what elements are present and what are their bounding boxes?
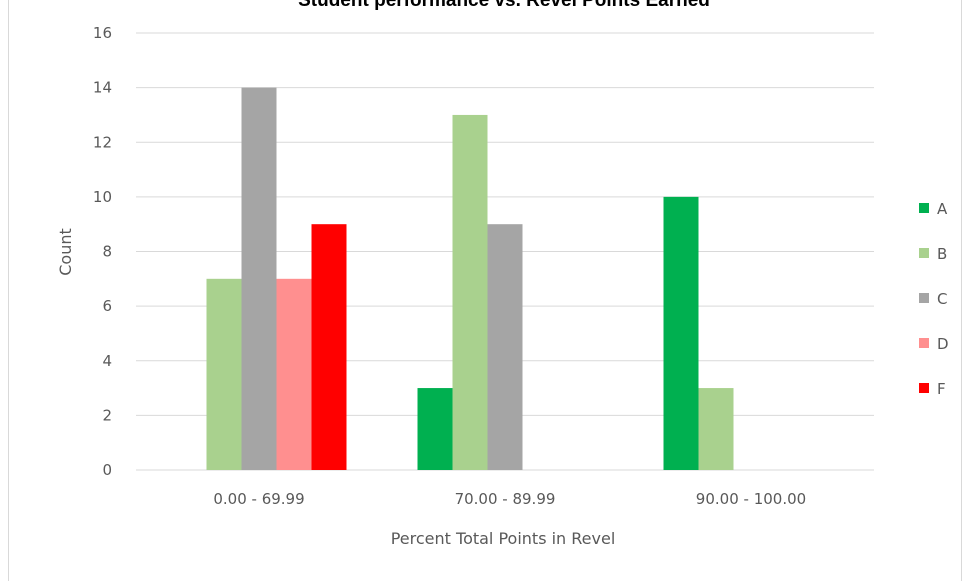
bar-b-1: [452, 114, 488, 470]
bar-d-0: [276, 278, 312, 470]
legend-swatch-a: [919, 203, 929, 213]
y-axis-title: Count: [56, 228, 75, 276]
y-tick-label: 12: [93, 133, 112, 151]
bar-a-1: [417, 388, 453, 470]
y-tick-label: 6: [102, 297, 112, 315]
legend-label-d: D: [937, 335, 949, 353]
y-tick-label: 8: [102, 243, 112, 261]
bar-c-0: [241, 87, 277, 470]
x-tick-label: 0.00 - 69.99: [213, 490, 304, 508]
bar-b-0: [206, 278, 242, 470]
legend-label-a: A: [937, 200, 948, 218]
x-tick-label: 70.00 - 89.99: [455, 490, 556, 508]
y-tick-label: 4: [102, 352, 112, 370]
legend: A B C D F: [919, 200, 949, 398]
bars: [206, 87, 734, 470]
y-axis-ticks: 0 2 4 6 8 10 12 14 16: [93, 24, 112, 479]
y-tick-label: 0: [102, 461, 112, 479]
legend-label-f: F: [937, 380, 946, 398]
legend-label-b: B: [937, 245, 947, 263]
y-tick-label: 16: [93, 24, 112, 42]
legend-swatch-c: [919, 293, 929, 303]
legend-swatch-f: [919, 383, 929, 393]
chart-frame: [8, 0, 962, 581]
y-tick-label: 2: [102, 406, 112, 424]
legend-swatch-d: [919, 338, 929, 348]
x-axis-ticks: 0.00 - 69.99 70.00 - 89.99 90.00 - 100.00: [213, 490, 806, 508]
bar-c-1: [487, 224, 523, 470]
y-tick-label: 14: [93, 79, 112, 97]
x-axis-title: Percent Total Points in Revel: [391, 529, 616, 548]
legend-swatch-b: [919, 248, 929, 258]
chart-title: Student performance vs. Revel Points Ear…: [298, 0, 710, 11]
bar-a-2: [663, 196, 699, 470]
legend-label-c: C: [937, 290, 947, 308]
bar-b-2: [698, 388, 734, 470]
bar-f-0: [311, 224, 347, 470]
x-tick-label: 90.00 - 100.00: [696, 490, 806, 508]
y-tick-label: 10: [93, 188, 112, 206]
